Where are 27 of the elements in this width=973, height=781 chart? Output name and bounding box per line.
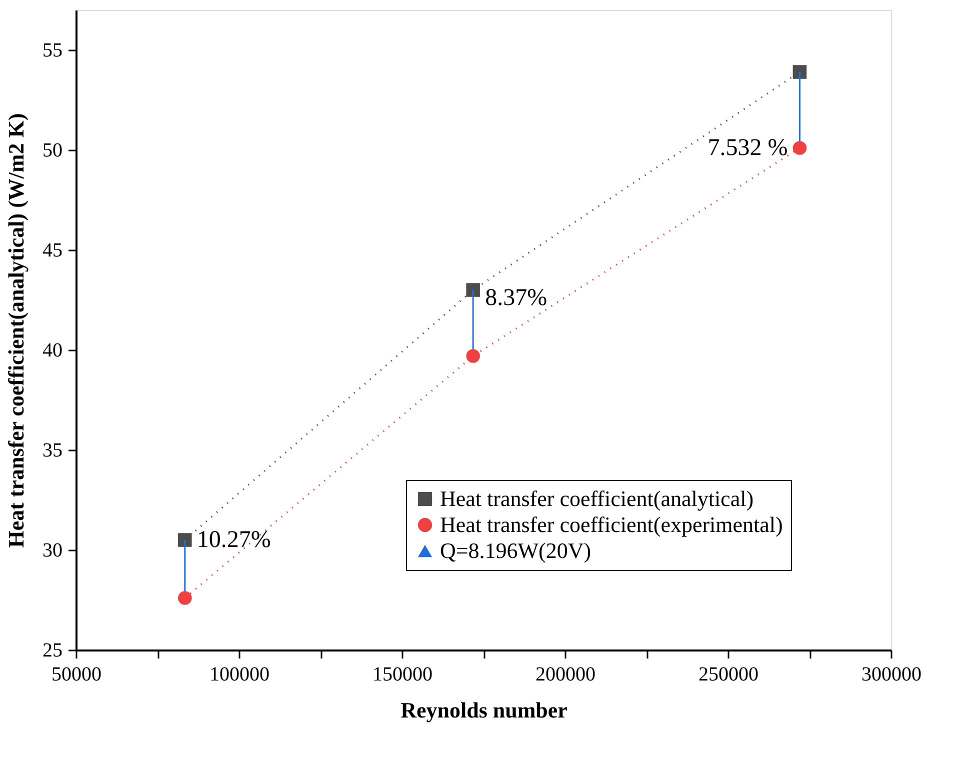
y-tick-label: 35 (42, 440, 62, 462)
y-tick-label: 55 (42, 40, 62, 62)
x-axis-title: Reynolds number (400, 698, 568, 722)
x-tick-label: 100000 (210, 664, 270, 686)
x-tick-label: 150000 (372, 664, 432, 686)
annotation: 8.37% (485, 285, 548, 311)
point (792, 65, 807, 79)
x-tick-label: 300000 (862, 664, 922, 686)
point (178, 533, 192, 547)
y-tick-label: 45 (42, 240, 62, 262)
legend-label: Heat transfer coefficient(experimental) (440, 512, 783, 537)
y-tick-label: 40 (42, 340, 62, 362)
x-tick-label: 50000 (52, 664, 102, 686)
legend-label: Q=8.196W(20V) (440, 538, 592, 563)
x-tick-label: 250000 (698, 664, 758, 686)
x-tick-label: 200000 (536, 664, 596, 686)
y-tick-label: 25 (42, 640, 62, 662)
annotation: 7.532 % (708, 135, 788, 161)
annotation: 10.27% (196, 527, 271, 553)
y-axis-title: Heat transfer coefficient(analytical) (W/m2 K) (4, 113, 28, 548)
point (178, 591, 192, 605)
y-tick-label: 30 (42, 540, 62, 562)
point (466, 283, 480, 297)
legend-label: Heat transfer coefficient(analytical) (440, 486, 754, 511)
point (466, 349, 480, 363)
point (792, 141, 807, 155)
y-tick-label: 50 (42, 140, 62, 162)
